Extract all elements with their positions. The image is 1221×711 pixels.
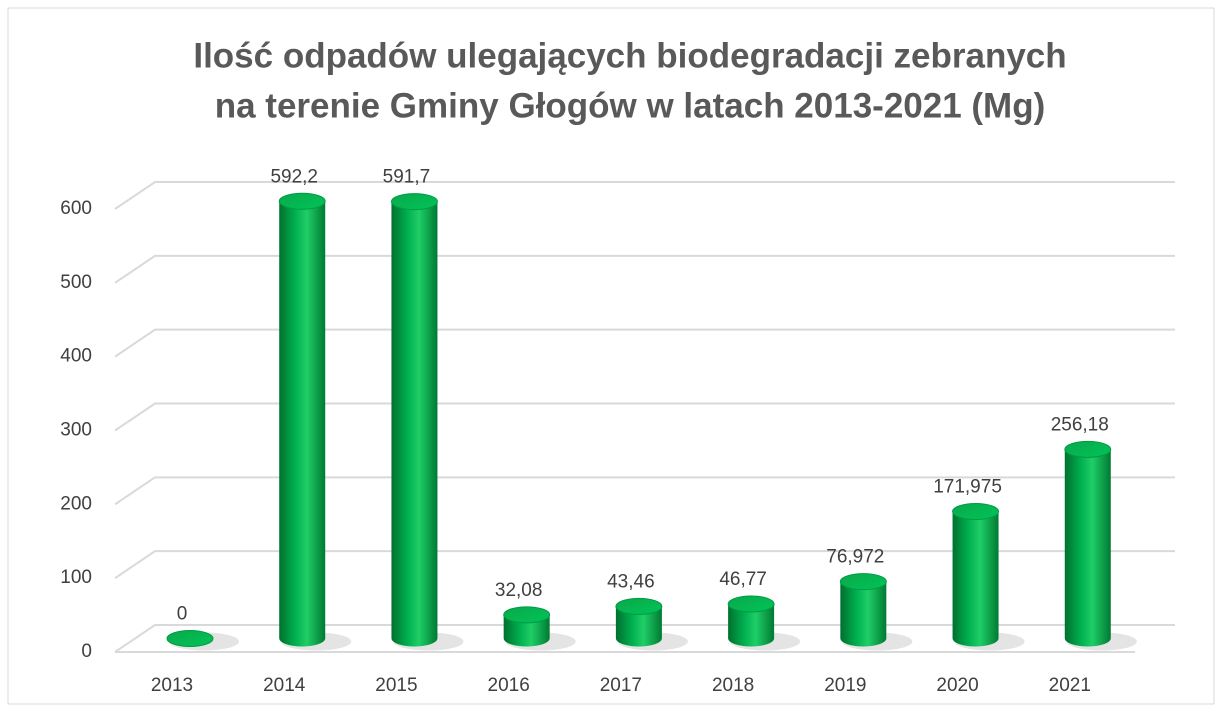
x-tick-label: 2016 (488, 675, 530, 696)
grid-line (114, 181, 1175, 210)
value-label: 592,2 (270, 166, 318, 187)
chart-title: Ilość odpadów ulegających biodegradacji … (193, 36, 1066, 75)
grid-line (114, 254, 1175, 284)
bar (279, 201, 326, 647)
value-label: 76,972 (826, 547, 884, 568)
x-tick-label: 2021 (1049, 675, 1091, 696)
bar (1064, 449, 1111, 647)
value-label: 591,7 (383, 167, 431, 188)
bar-top (390, 193, 438, 211)
bar-top (278, 192, 326, 210)
grid-line (114, 328, 1175, 358)
x-tick-label: 2015 (375, 675, 417, 696)
chart-title: na terenie Gminy Głogów w latach 2013-20… (215, 86, 1046, 125)
y-tick-label: 200 (60, 493, 92, 514)
bar (391, 201, 438, 647)
value-label: 171,975 (933, 477, 1002, 498)
x-tick-label: 2020 (936, 675, 978, 696)
bar-top (1064, 440, 1112, 458)
grid-line (114, 476, 1175, 506)
y-tick-label: 600 (60, 198, 92, 219)
x-tick-label: 2014 (263, 675, 306, 696)
chart-border (7, 7, 1215, 705)
value-label: 32,08 (495, 580, 543, 601)
value-label: 46,77 (719, 569, 767, 590)
bar-top (503, 606, 551, 624)
bar-top (839, 573, 887, 591)
grid-line (114, 624, 1175, 653)
y-tick-label: 300 (60, 420, 92, 441)
bar-top (615, 597, 663, 615)
value-label: 256,18 (1051, 414, 1109, 435)
y-tick-label: 500 (60, 272, 92, 293)
x-tick-label: 2019 (824, 675, 866, 696)
value-label: 43,46 (607, 571, 655, 592)
bar-top (727, 595, 775, 613)
bar (952, 511, 999, 647)
x-tick-label: 2013 (151, 675, 193, 696)
bar (615, 606, 662, 647)
bar-top (952, 503, 1000, 521)
y-tick-label: 0 (81, 641, 92, 662)
x-tick-label: 2018 (712, 675, 754, 696)
bar (728, 603, 775, 647)
y-tick-label: 100 (60, 567, 92, 588)
x-tick-label: 2017 (600, 675, 642, 696)
value-label: 0 (177, 604, 188, 625)
y-tick-label: 400 (60, 346, 92, 367)
bar (503, 614, 550, 647)
grid-line (114, 550, 1175, 579)
grid-line (114, 402, 1175, 432)
bar (840, 581, 887, 647)
bar-top (166, 630, 214, 647)
